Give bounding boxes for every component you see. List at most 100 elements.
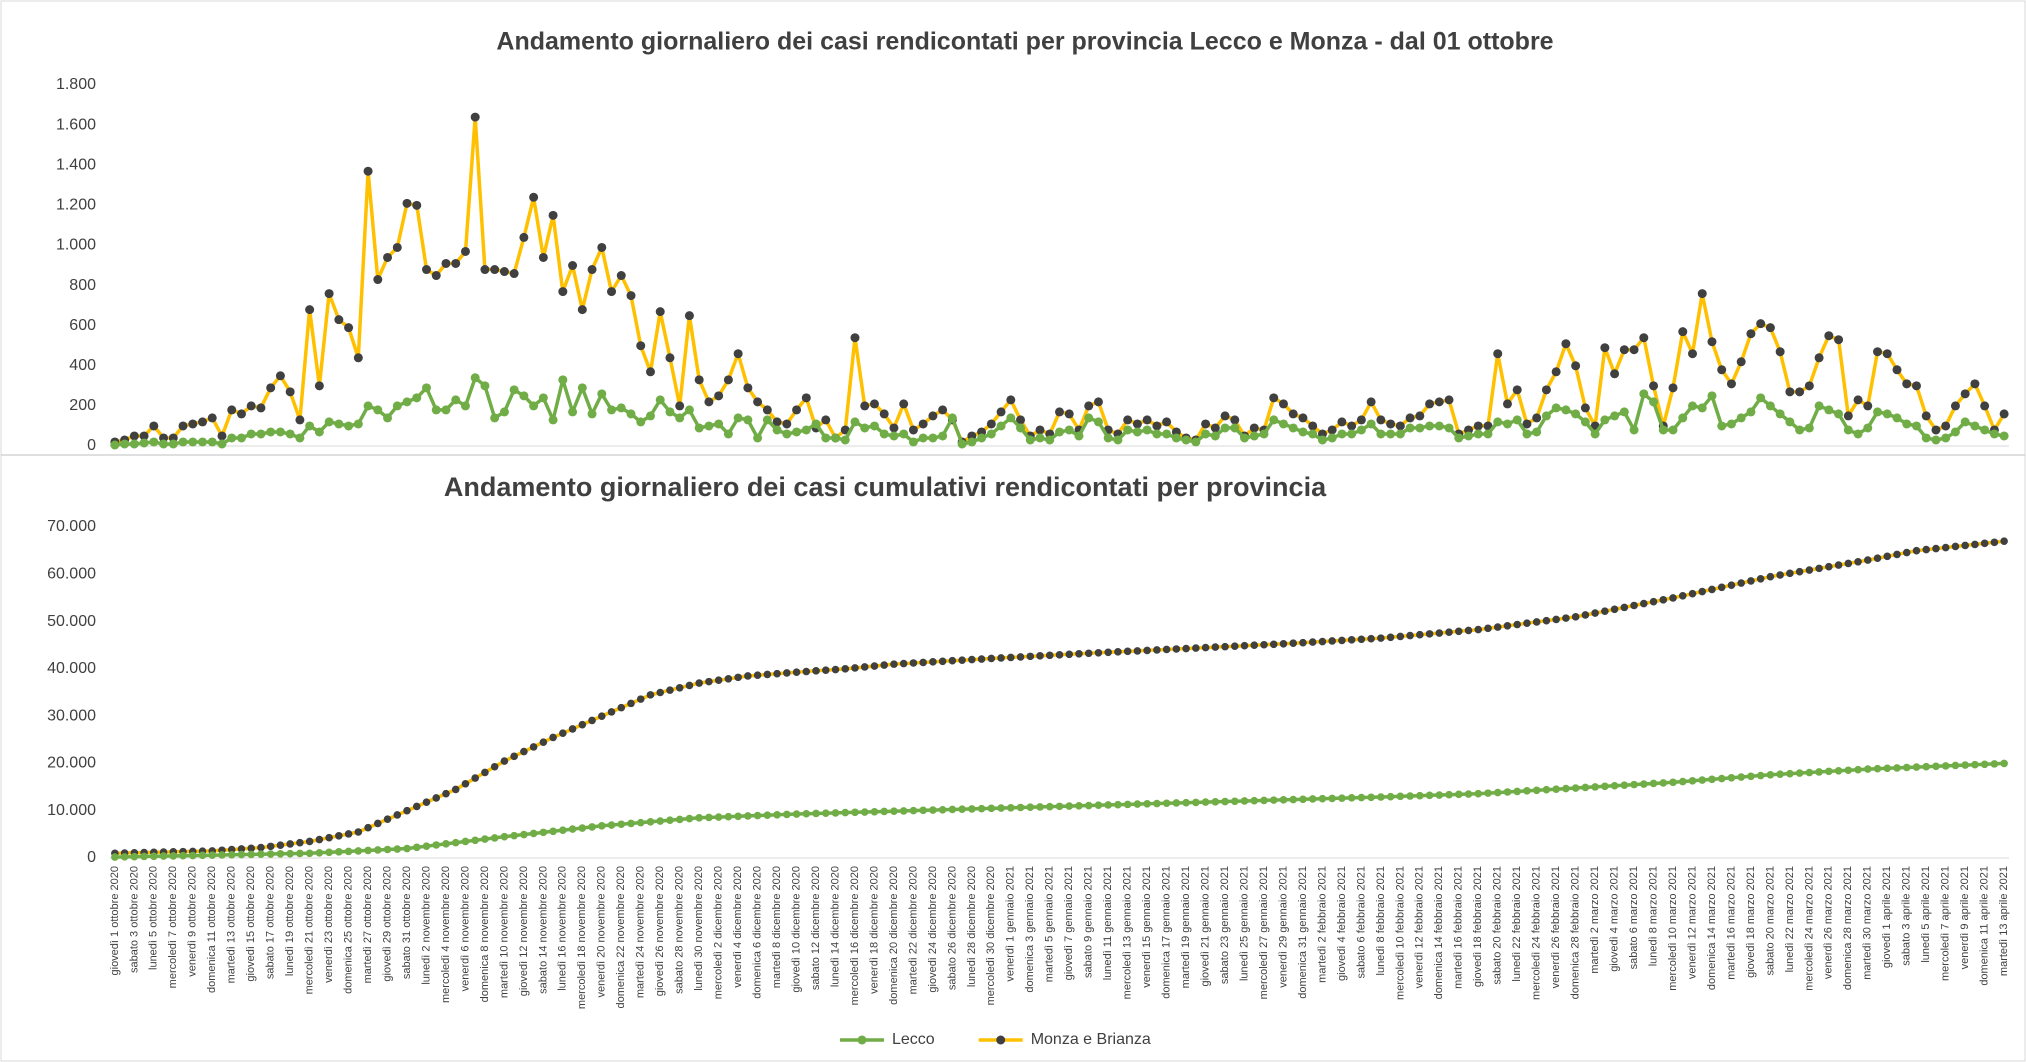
x-tick-label: lunedì 28 dicembre 2020	[966, 866, 978, 987]
x-tick-label: giovedì 4 marzo 2021	[1608, 866, 1620, 972]
marker	[1902, 548, 1911, 557]
marker	[1776, 571, 1784, 579]
marker	[1980, 539, 1989, 548]
marker	[1288, 409, 1298, 419]
marker	[1512, 415, 1522, 425]
marker	[821, 415, 831, 425]
marker	[1094, 648, 1103, 657]
marker	[1669, 778, 1677, 787]
x-tick-label: lunedì 16 novembre 2020	[557, 866, 569, 991]
marker	[1201, 419, 1211, 429]
x-tick-label: mercoledì 7 ottobre 2020	[167, 866, 179, 988]
marker	[169, 852, 178, 860]
marker	[1152, 429, 1162, 439]
marker	[490, 834, 499, 842]
marker	[870, 807, 879, 816]
marker	[1269, 640, 1278, 649]
marker	[1629, 425, 1639, 435]
marker	[1658, 425, 1668, 435]
x-tick-label: giovedì 1 ottobre 2020	[109, 866, 121, 975]
marker	[743, 383, 753, 393]
marker	[227, 845, 236, 854]
marker	[1192, 798, 1200, 807]
marker	[1366, 419, 1376, 429]
marker	[1278, 399, 1288, 409]
marker	[1698, 776, 1707, 784]
marker	[1736, 413, 1746, 423]
x-tick-label: giovedì 12 novembre 2020	[518, 866, 530, 996]
marker	[889, 423, 899, 433]
marker	[559, 826, 567, 834]
marker	[773, 810, 781, 819]
marker	[1464, 431, 1474, 441]
marker	[1473, 421, 1483, 431]
marker	[1747, 772, 1755, 781]
marker	[597, 242, 607, 252]
marker	[714, 813, 723, 821]
marker	[1376, 415, 1386, 425]
marker	[860, 808, 869, 816]
marker	[1580, 403, 1590, 413]
marker	[1649, 381, 1659, 391]
marker	[958, 805, 966, 814]
marker	[899, 659, 908, 668]
marker	[841, 665, 850, 673]
marker	[325, 833, 333, 842]
marker	[753, 397, 763, 407]
x-tick-label: venerdì 29 gennaio 2021	[1277, 866, 1289, 988]
x-tick-label: sabato 23 gennaio 2021	[1219, 866, 1231, 984]
marker	[967, 437, 977, 447]
marker	[1356, 425, 1366, 435]
marker	[1483, 421, 1493, 431]
marker	[422, 383, 431, 393]
marker	[451, 395, 461, 405]
x-tick-label: domenica 14 febbraio 2021	[1433, 866, 1445, 999]
marker	[1970, 379, 1980, 389]
marker	[1171, 433, 1181, 443]
marker	[1980, 425, 1990, 435]
marker	[1289, 795, 1298, 804]
marker	[1601, 782, 1609, 791]
marker	[1688, 777, 1697, 785]
marker	[1834, 561, 1843, 569]
marker	[1893, 764, 1901, 772]
marker	[646, 818, 655, 826]
marker	[1143, 646, 1151, 655]
marker	[471, 836, 479, 845]
marker	[724, 812, 733, 821]
x-tick-label: giovedì 15 ottobre 2020	[245, 866, 257, 982]
marker	[880, 807, 889, 816]
x-tick-label: mercoledì 21 ottobre 2020	[304, 866, 316, 994]
marker	[1873, 554, 1882, 563]
y-tick-label: 1.600	[56, 116, 96, 133]
marker	[275, 427, 285, 437]
marker	[1064, 409, 1074, 419]
marker	[1571, 361, 1581, 371]
marker	[1007, 653, 1015, 662]
marker	[1328, 794, 1336, 803]
marker	[1240, 797, 1249, 805]
marker	[286, 849, 294, 858]
marker	[1825, 767, 1833, 776]
marker	[217, 431, 227, 441]
marker	[1532, 427, 1542, 437]
marker	[442, 789, 450, 798]
marker	[714, 676, 723, 685]
marker	[1708, 775, 1716, 784]
x-tick-label: sabato 20 febbraio 2021	[1492, 866, 1504, 985]
marker	[266, 427, 276, 437]
marker	[1338, 636, 1346, 645]
marker	[353, 419, 363, 429]
x-tick-label: lunedì 5 ottobre 2020	[148, 866, 160, 970]
marker	[1697, 289, 1707, 299]
marker	[1522, 429, 1532, 439]
marker	[510, 752, 518, 761]
marker	[627, 819, 635, 828]
marker	[1932, 544, 1940, 553]
x-tick-label: mercoledì 4 novembre 2020	[440, 866, 452, 1003]
marker	[1133, 800, 1142, 808]
marker	[1765, 401, 1775, 411]
marker	[1892, 413, 1902, 423]
marker	[1960, 389, 1970, 399]
marker	[1844, 559, 1853, 568]
